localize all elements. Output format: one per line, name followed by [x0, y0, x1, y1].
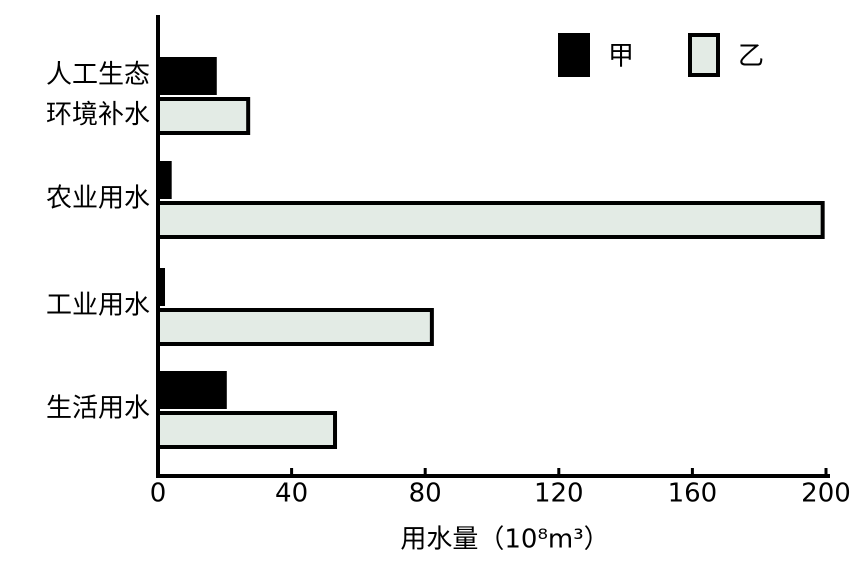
bar — [156, 201, 825, 239]
x-tick-label: 0 — [150, 479, 167, 509]
x-tick-label: 160 — [668, 479, 718, 509]
bar — [156, 371, 227, 409]
y-tick-label: 生活用水 — [46, 394, 150, 424]
bar — [156, 411, 338, 449]
x-tick-label: 80 — [409, 479, 442, 509]
y-tick-label: 农业用水 — [46, 184, 150, 214]
legend-label: 甲 — [608, 42, 634, 72]
bar — [156, 97, 251, 135]
bar — [156, 268, 166, 306]
legend-label: 乙 — [738, 42, 764, 72]
x-tick-label: 40 — [275, 479, 308, 509]
legend-swatch — [558, 33, 590, 77]
bar — [156, 57, 217, 95]
y-tick-label: 人工生态环境补水 — [46, 60, 150, 130]
bar — [156, 308, 434, 346]
legend-swatch — [688, 33, 720, 77]
x-axis-label: 用水量（10⁸m³） — [400, 525, 609, 555]
x-tick-label: 200 — [801, 479, 851, 509]
bar — [156, 161, 172, 199]
y-tick-label: 工业用水 — [46, 291, 150, 321]
x-tick-label: 120 — [534, 479, 584, 509]
